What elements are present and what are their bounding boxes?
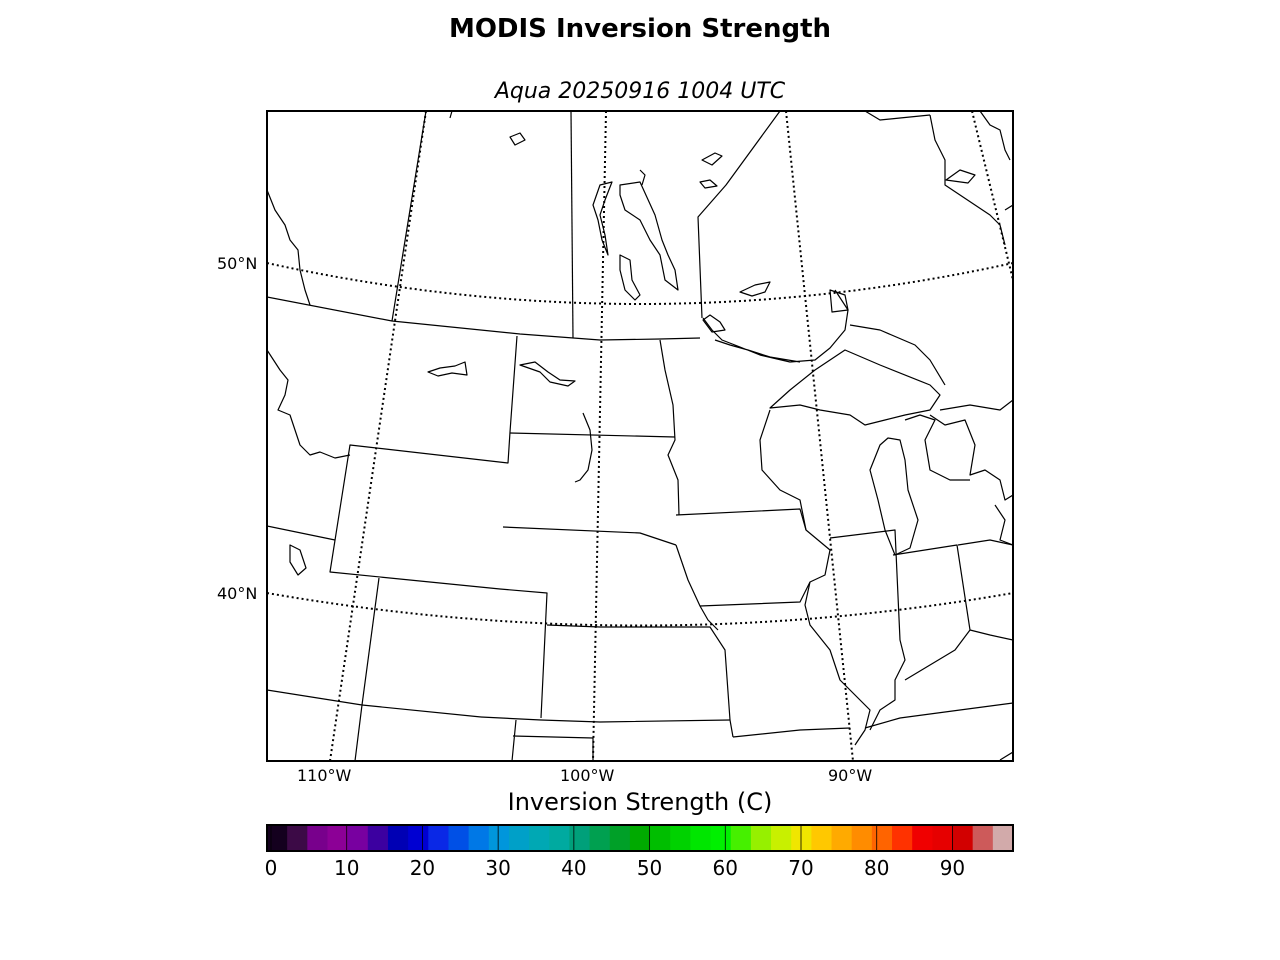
colorbar-swatch <box>468 825 490 851</box>
colorbar-tick-label: 80 <box>863 856 890 880</box>
colorbar-swatch <box>831 825 853 851</box>
colorbar-swatch <box>367 825 389 851</box>
lake-sakakawea <box>519 361 576 387</box>
lake-huron <box>929 414 1013 501</box>
figure-title: MODIS Inversion Strength <box>448 14 832 44</box>
colorbar-swatch <box>569 825 591 851</box>
map-frame <box>266 110 1014 762</box>
lake-manitoba <box>592 181 613 256</box>
colorbar-tick-label: 30 <box>485 856 511 880</box>
colorbar-swatch <box>408 825 429 851</box>
lon-label-90w: 90°W <box>828 766 873 785</box>
colorbar-swatch <box>609 825 631 851</box>
colorbar-swatch <box>992 825 1014 851</box>
colorbar-swatch <box>549 825 571 851</box>
lake-michigan <box>869 437 919 556</box>
colorbar-swatch <box>932 825 954 851</box>
colorbar-swatch <box>650 825 671 851</box>
great-lakes <box>759 324 1013 556</box>
colorbar-swatch <box>488 825 510 851</box>
mississippi-river <box>804 581 871 746</box>
colorbar-tick-label: 0 <box>264 856 278 880</box>
colorbar-swatch <box>387 825 409 851</box>
colorbar-swatch <box>448 825 470 851</box>
colorbar-swatch <box>730 825 752 851</box>
colorbar-swatch <box>750 825 772 851</box>
colorbar-swatch <box>710 825 732 851</box>
colorbar-swatches <box>267 825 1014 851</box>
colorbar-swatch <box>267 825 288 851</box>
colorbar-swatch <box>287 825 308 851</box>
colorbar-swatch <box>347 825 369 851</box>
colorbar-swatch <box>529 825 550 851</box>
colorbar-swatch <box>791 825 812 851</box>
lon-label-100w: 100°W <box>560 766 615 785</box>
lake-of-the-woods <box>702 314 726 333</box>
figure-subtitle: Aqua 20250916 1004 UTC <box>494 79 786 104</box>
colorbar-swatch <box>508 825 530 851</box>
meridian-90w <box>785 111 854 761</box>
colorbar-swatch <box>912 825 933 851</box>
colorbar-swatch <box>670 825 691 851</box>
colorbar-swatch <box>629 825 651 851</box>
colorbar-swatch <box>892 825 913 851</box>
political-boundaries <box>267 111 1013 761</box>
colorbar-tick-label: 50 <box>636 856 663 880</box>
colorbar-swatch <box>428 825 450 851</box>
michigan-thumb <box>904 414 970 481</box>
colorbar-swatch <box>327 825 349 851</box>
canadian-lakes <box>289 111 1013 576</box>
colorbar-swatch <box>972 825 994 851</box>
colorbar-swatch <box>307 825 329 851</box>
colorbar-swatch <box>771 825 792 851</box>
parallel-50n <box>267 262 1013 305</box>
lake-winnipeg <box>619 181 679 291</box>
lon-label-110w: 110°W <box>297 766 352 785</box>
colorbar-tick-label: 70 <box>788 856 814 880</box>
lat-label-50n: 50°N <box>217 254 258 273</box>
colorbar-title: Inversion Strength (C) <box>507 788 773 816</box>
colorbar-swatch <box>952 825 974 851</box>
lake-superior-shore <box>702 289 849 363</box>
us-canada-border <box>267 296 701 341</box>
western-border <box>267 189 311 306</box>
colorbar-swatch <box>851 825 873 851</box>
idaho-border <box>267 349 351 459</box>
wisconsin-shore <box>759 409 807 531</box>
graticule <box>267 111 1013 761</box>
lake-oahe <box>574 412 593 483</box>
colorbar-tick-label: 90 <box>939 856 966 880</box>
colorbar-swatch <box>589 825 611 851</box>
parallel-40n <box>267 592 1013 627</box>
colorbar-swatch <box>871 825 893 851</box>
colorbar-frame <box>266 824 1014 852</box>
colorbar-tick-label: 40 <box>561 856 587 880</box>
upper-peninsula <box>769 349 941 426</box>
meridian-80w <box>971 111 1013 281</box>
colorbar-swatch <box>811 825 833 851</box>
colorbar-swatch <box>690 825 712 851</box>
meridian-100w <box>592 111 607 761</box>
colorbar-tick-label: 10 <box>333 856 360 880</box>
fort-peck-lake <box>427 361 468 377</box>
colorbar-tick-label: 60 <box>712 856 738 880</box>
lat-label-40n: 40°N <box>217 584 258 603</box>
colorbar-tick-label: 20 <box>409 856 436 880</box>
